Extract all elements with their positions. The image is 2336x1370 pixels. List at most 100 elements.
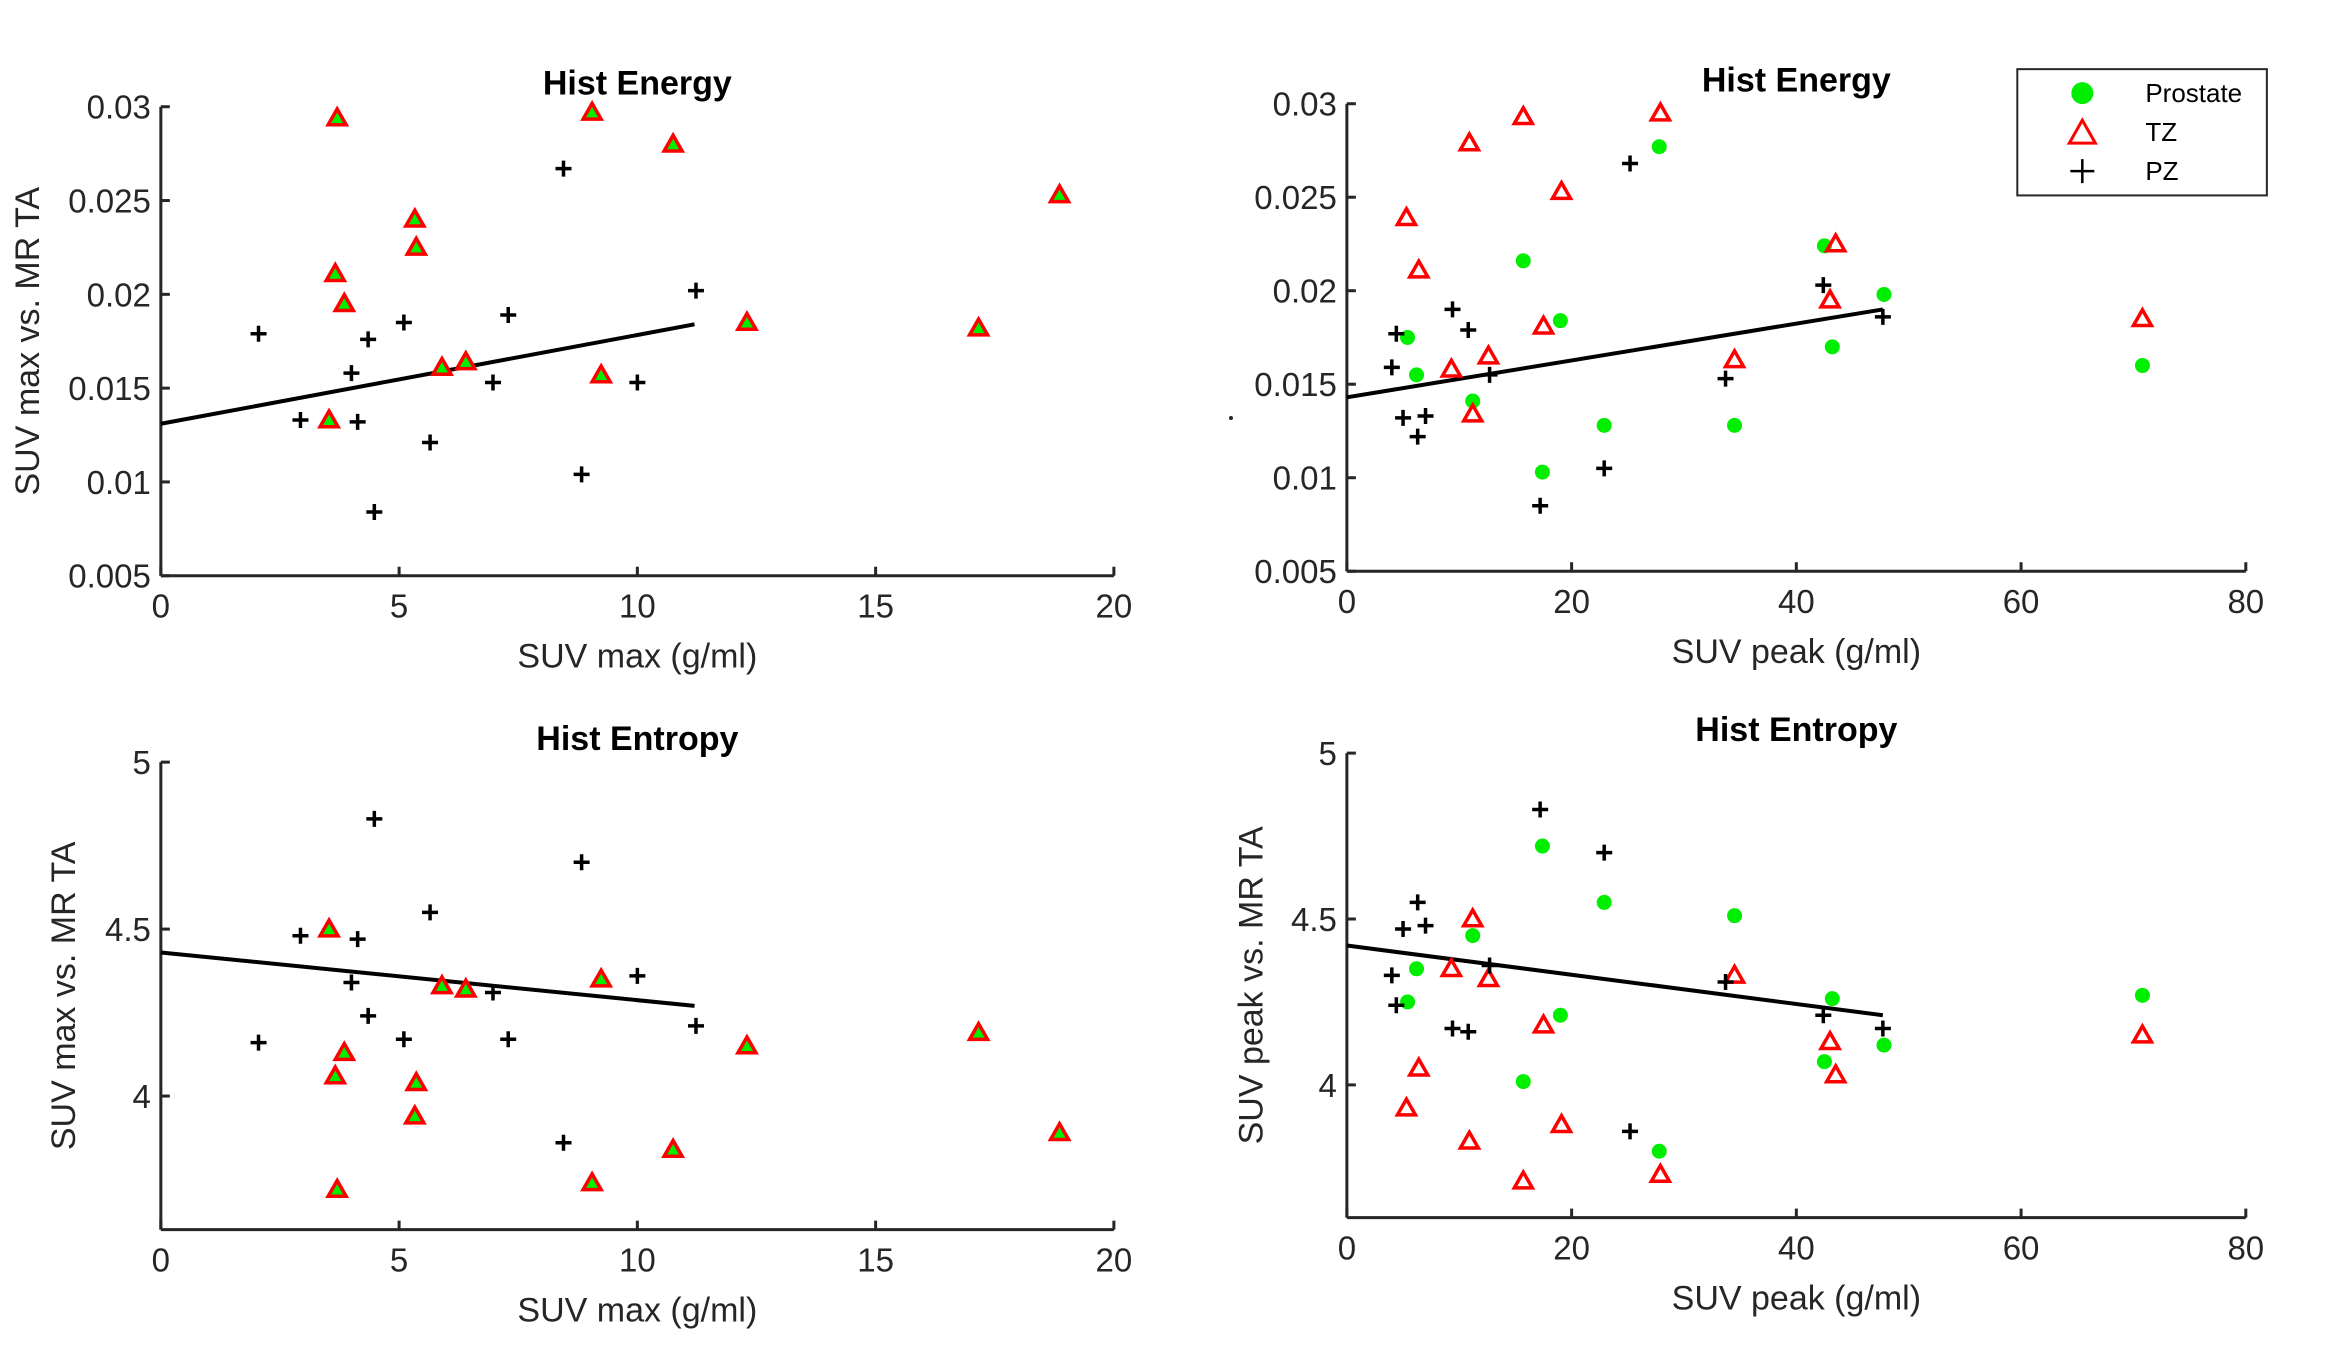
data-point-prostate xyxy=(1651,1143,1667,1159)
data-point-pz xyxy=(687,1017,704,1034)
data-point-prostate xyxy=(1409,961,1425,977)
data-point-tz xyxy=(317,916,342,938)
legend-entry: TZ xyxy=(2066,117,2177,147)
y-tick-label: 0.01 xyxy=(1273,460,1337,497)
y-tick-label: 0.005 xyxy=(68,558,151,595)
data-point-pz xyxy=(1717,974,1734,991)
data-point-prostate xyxy=(1515,253,1531,269)
data-point-pz xyxy=(1444,301,1461,318)
data-point-prostate xyxy=(1727,417,1743,433)
data-point-prostate xyxy=(1465,928,1481,944)
data-point-tz xyxy=(323,261,348,283)
legend-label: TZ xyxy=(2145,117,2177,147)
y-tick-label: 5 xyxy=(1319,735,1337,772)
data-point-prostate xyxy=(1534,464,1550,480)
data-point-prostate xyxy=(1534,838,1550,854)
data-point-tz xyxy=(661,1136,686,1158)
chart-title: Hist Energy xyxy=(543,65,732,103)
y-tick-label: 4.5 xyxy=(105,911,151,948)
data-point-tz xyxy=(453,976,478,998)
series-tz xyxy=(1394,100,2155,423)
data-point-prostate xyxy=(1400,994,1416,1010)
data-point-tz xyxy=(1722,347,1747,369)
x-axis-label: SUV max (g/ml) xyxy=(517,1292,757,1330)
data-point-tz xyxy=(1511,1168,1536,1190)
data-point-tz xyxy=(429,973,455,995)
data-point-tz xyxy=(1531,313,1556,335)
y-tick-label: 4 xyxy=(1319,1067,1337,1104)
data-point-tz xyxy=(589,362,614,384)
data-point-pz xyxy=(555,1134,572,1151)
chart-title: Hist Entropy xyxy=(1695,711,1897,749)
data-point-pz xyxy=(573,466,590,483)
x-axis-label: SUV peak (g/ml) xyxy=(1672,633,1921,671)
data-point-tz xyxy=(2130,306,2155,328)
x-tick-label: 5 xyxy=(390,1242,408,1279)
y-tick-label: 0.02 xyxy=(1273,273,1337,310)
y-tick-label: 0.03 xyxy=(1273,86,1337,123)
data-point-prostate xyxy=(1876,1037,1892,1053)
x-tick-label: 60 xyxy=(2003,583,2040,620)
data-point-pz xyxy=(360,1007,377,1024)
data-point-tz xyxy=(2130,1022,2155,1044)
x-tick-label: 20 xyxy=(1553,1230,1590,1267)
data-point-prostate xyxy=(1552,1007,1568,1023)
data-point-pz xyxy=(1481,366,1498,383)
legend-marker-plus-icon xyxy=(2070,159,2095,184)
x-tick-label: 15 xyxy=(857,1242,894,1279)
data-point-tz xyxy=(404,234,429,256)
y-tick-label: 0.025 xyxy=(1254,179,1337,216)
data-point-pz xyxy=(1622,1123,1639,1140)
data-point-tz xyxy=(429,354,455,376)
y-tick-label: 0.025 xyxy=(68,183,151,220)
data-point-prostate xyxy=(1409,367,1425,383)
chart-title: Hist Entropy xyxy=(536,720,738,758)
data-point-pz xyxy=(1383,967,1400,984)
x-tick-label: 20 xyxy=(1096,588,1133,625)
subplot-energy-peak: 0 20 40 60 80 0.005 0.01 0.015 0.02 0.025 0.03 Hist… xyxy=(1254,62,2264,672)
data-point-pz xyxy=(422,434,439,451)
data-point-tz xyxy=(1549,1112,1574,1134)
series-prostate xyxy=(1400,838,2150,1159)
x-tick-label: 40 xyxy=(1778,1230,1815,1267)
data-point-tz xyxy=(1457,130,1482,152)
data-point-tz xyxy=(402,206,427,228)
y-tick-label: 0.015 xyxy=(68,370,151,407)
data-point-tz xyxy=(1823,231,1848,253)
data-point-pz xyxy=(1417,917,1434,934)
data-point-pz xyxy=(1596,844,1613,861)
x-tick-label: 10 xyxy=(619,588,656,625)
data-point-pz xyxy=(1481,957,1498,974)
data-point-pz xyxy=(1532,801,1549,818)
series-tz xyxy=(1394,906,2155,1190)
data-point-prostate xyxy=(1824,339,1840,355)
data-point-pz xyxy=(343,974,360,991)
data-point-tz xyxy=(1394,205,1419,227)
data-point-tz xyxy=(1511,104,1536,126)
x-tick-label: 60 xyxy=(2003,1230,2040,1267)
regression-line xyxy=(160,950,695,1008)
x-tick-label: 0 xyxy=(1338,583,1356,620)
legend-marker-triangle-icon xyxy=(2066,117,2098,145)
data-point-pz xyxy=(1409,894,1426,911)
y-tick-label: 0.01 xyxy=(87,464,151,501)
data-point-pz xyxy=(500,1031,517,1048)
data-point-tz xyxy=(332,291,357,313)
y-axis-label: SUV peak vs. MR TA xyxy=(1233,826,1271,1144)
data-point-tz xyxy=(1818,287,1843,309)
stray-dot xyxy=(1229,416,1233,420)
data-point-tz xyxy=(1549,179,1574,201)
x-tick-label: 20 xyxy=(1553,583,1590,620)
legend: Prostate TZ PZ xyxy=(2016,68,2268,197)
data-point-pz xyxy=(1388,997,1405,1014)
x-axis-label: SUV max (g/ml) xyxy=(517,638,757,676)
x-tick-label: 0 xyxy=(152,1242,170,1279)
data-point-tz xyxy=(580,1170,605,1192)
data-point-tz xyxy=(332,1040,357,1062)
series-pz xyxy=(1383,155,1891,514)
data-point-pz xyxy=(1395,920,1412,937)
data-point-tz xyxy=(734,309,759,331)
y-tick-label: 4.5 xyxy=(1291,901,1337,938)
data-point-pz xyxy=(422,904,439,921)
series-pz xyxy=(250,160,704,520)
